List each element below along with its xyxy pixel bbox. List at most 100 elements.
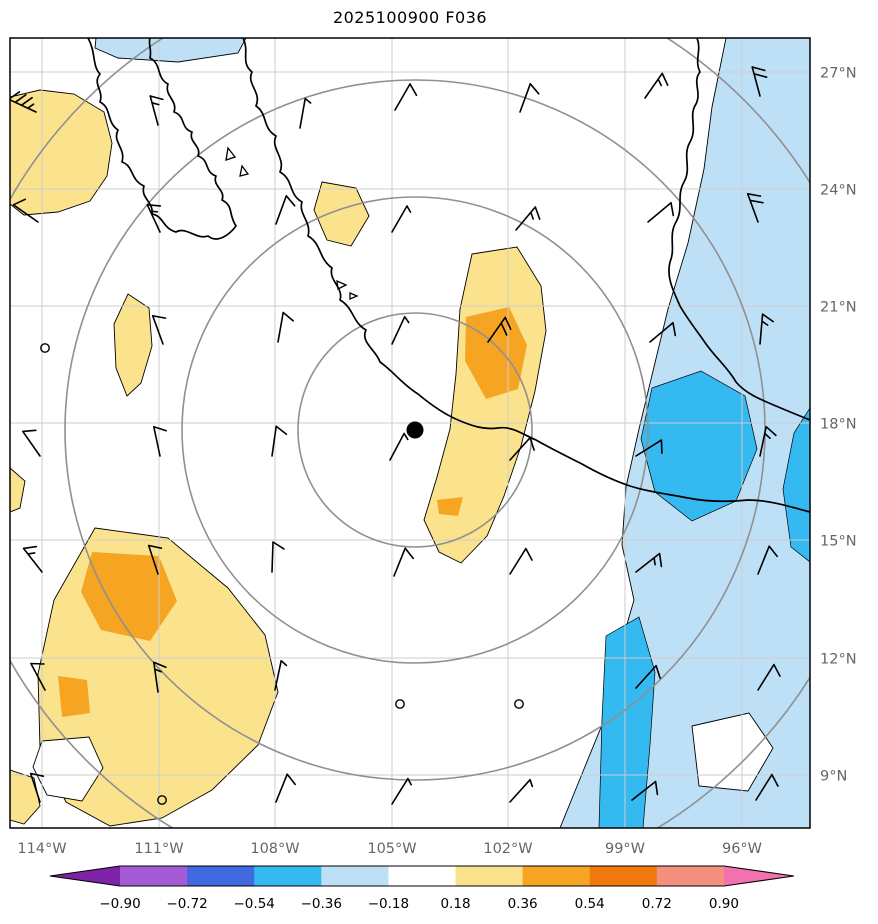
range-ring	[297, 312, 533, 548]
wind-barb	[30, 662, 46, 691]
wind-barb	[487, 316, 512, 343]
wind-barb	[515, 206, 541, 231]
colorbar-segment	[455, 866, 524, 886]
wind-barb	[22, 429, 41, 457]
colorbar-tick-label: 0.72	[642, 896, 672, 912]
wind-barb	[631, 780, 659, 801]
wind-barb	[746, 193, 764, 223]
y-tick-label: 21°N	[820, 300, 857, 316]
wind-barb	[635, 552, 663, 573]
wind-barb	[755, 773, 779, 801]
coastline-path	[87, 38, 237, 240]
wind-barb	[271, 541, 285, 573]
coastline-path	[668, 38, 810, 421]
wind-barb	[22, 545, 43, 573]
y-tick-label: 18°N	[820, 417, 857, 433]
x-tick-label: 108°W	[250, 841, 299, 857]
wind-barb	[299, 97, 312, 129]
calm-wind-circle	[395, 699, 405, 709]
plot-frame	[9, 37, 811, 829]
wind-barb	[277, 311, 294, 343]
contour-region-pos2	[465, 307, 527, 399]
calm-wind-circle	[157, 795, 167, 805]
island-outline	[239, 164, 250, 177]
wind-barb	[644, 72, 669, 99]
colorbar-segment	[589, 866, 658, 886]
colorbar-tick-label: −0.90	[99, 896, 140, 912]
colorbar-under-arrow	[50, 866, 120, 886]
colorbar-tick-label: −0.18	[368, 896, 409, 912]
x-tick-label: 99°W	[605, 841, 645, 857]
map-layers	[10, 38, 810, 828]
colorbar-tick-label: −0.72	[166, 896, 207, 912]
wind-barb	[509, 778, 534, 803]
range-ring	[181, 196, 649, 664]
storm-center-dot	[406, 421, 424, 439]
colorbar-segment	[254, 866, 322, 886]
contour-region-pos1	[10, 769, 41, 825]
x-tick-label: 102°W	[483, 841, 532, 857]
colorbar-segment	[321, 866, 389, 886]
calm-wind-circle	[514, 699, 524, 709]
wind-barb	[151, 315, 167, 345]
wind-barb	[647, 201, 675, 223]
wind-barb	[393, 547, 414, 577]
colorbar-tick-label: 0.90	[709, 896, 739, 912]
x-tick-label: 96°W	[722, 841, 762, 857]
wind-barb	[757, 545, 778, 575]
wind-barb	[391, 205, 412, 233]
coastline-path	[242, 38, 810, 513]
y-tick-label: 9°N	[820, 769, 847, 785]
colorbar-segment	[388, 866, 456, 886]
wind-barb	[635, 664, 661, 689]
wind-barb	[757, 663, 781, 691]
colorbar-tick-label: 0.18	[440, 896, 470, 912]
contour-region-pos1	[313, 181, 370, 247]
contour-region-pos1	[10, 467, 26, 513]
wind-barb	[153, 425, 167, 457]
wind-barb	[274, 659, 288, 691]
y-tick-label: 12°N	[820, 652, 857, 668]
wind-barb	[149, 95, 164, 126]
wind-barb	[153, 661, 167, 693]
contour-region-pos1	[10, 89, 113, 216]
colorbar-segment	[656, 866, 725, 886]
contour-region-pos1	[423, 246, 547, 564]
wind-barb	[759, 425, 777, 457]
y-tick-label: 27°N	[820, 66, 857, 82]
wind-barb	[29, 772, 45, 803]
contour-region-pos2	[81, 552, 177, 641]
colorbar-tick-label: −0.36	[301, 896, 342, 912]
colorbar-segment	[187, 866, 255, 886]
colorbar-tick-label: 0.36	[508, 896, 538, 912]
colorbar-over-arrow	[723, 866, 794, 886]
contour-region-hole	[32, 736, 104, 802]
y-tick-label: 24°N	[820, 183, 857, 199]
wind-barb	[759, 313, 774, 345]
x-tick-label: 111°W	[134, 841, 183, 857]
island-outline	[225, 146, 237, 161]
wind-barb	[519, 83, 540, 113]
wind-barb	[751, 66, 768, 97]
wind-barb	[146, 204, 162, 233]
y-tick-label: 15°N	[820, 534, 857, 550]
wind-barb	[509, 436, 535, 461]
colorbar-segment	[120, 866, 188, 886]
contour-region-neg2	[782, 407, 810, 563]
x-tick-label: 105°W	[367, 841, 416, 857]
wind-barb	[10, 91, 37, 113]
colorbar-tick-label: −0.54	[234, 896, 275, 912]
island-outline	[349, 292, 359, 300]
wind-barb	[635, 439, 663, 457]
calm-wind-circle	[40, 343, 50, 353]
wind-barb	[394, 83, 418, 111]
wind-barb	[275, 195, 296, 225]
colorbar-tick-label: 0.54	[575, 896, 605, 912]
wind-barb	[271, 425, 288, 457]
wind-barb	[12, 198, 39, 223]
wind-barb	[391, 777, 412, 805]
wind-barb	[389, 432, 409, 461]
wind-barb	[391, 316, 410, 345]
